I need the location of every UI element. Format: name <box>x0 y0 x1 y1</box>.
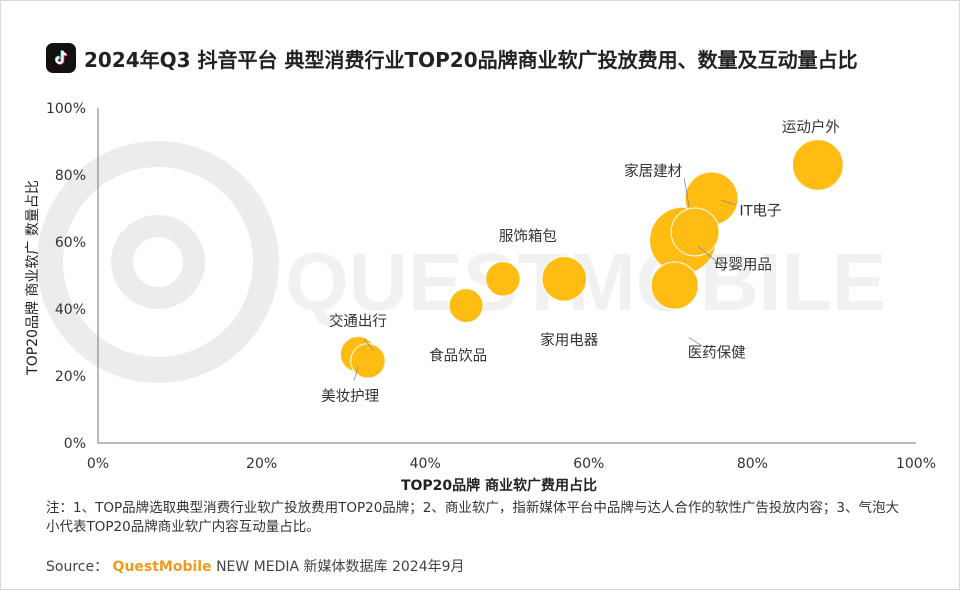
source-line: Source： QuestMobile NEW MEDIA 新媒体数据库 202… <box>46 556 465 576</box>
label-leader-line <box>688 337 702 346</box>
label-leader-line <box>353 366 359 381</box>
bubbles <box>339 139 844 379</box>
bubble-label: 母婴用品 <box>714 256 772 273</box>
y-tick-label: 40% <box>55 302 86 318</box>
bubble-label: 医药保健 <box>688 345 746 362</box>
bubble-label: 家居建材 <box>624 163 682 180</box>
bubble-label: IT电子 <box>739 202 781 219</box>
bubble <box>650 261 699 310</box>
x-axis-label: TOP20品牌 商业软广费用占比 <box>401 477 597 494</box>
x-tick-label: 80% <box>737 456 768 472</box>
x-tick-label: 0% <box>87 456 109 472</box>
label-leader-line <box>697 246 719 263</box>
bubble-label: 美妆护理 <box>321 388 379 405</box>
bubble <box>541 256 588 302</box>
source-detail: NEW MEDIA 新媒体数据库 2024年9月 <box>216 559 465 575</box>
label-leader-line <box>721 200 736 205</box>
bubble <box>670 207 720 257</box>
label-leader-line <box>683 177 690 208</box>
y-tick-label: 60% <box>55 235 86 251</box>
bubble <box>485 261 521 297</box>
bubble-label: 家用电器 <box>540 332 598 349</box>
source-prefix: Source： <box>46 559 109 575</box>
y-tick-label: 80% <box>55 168 86 184</box>
bubble-label: 运动户外 <box>782 119 840 136</box>
y-tick-label: 20% <box>55 369 86 385</box>
y-tick-label: 100% <box>46 101 86 117</box>
bubble-label: 服饰箱包 <box>499 228 557 245</box>
page-title: 2024年Q3 抖音平台 典型消费行业TOP20品牌商业软广投放费用、数量及互动… <box>84 47 858 72</box>
x-tick-label: 100% <box>896 456 936 472</box>
label-leader-line <box>363 338 375 352</box>
y-axis-label: TOP20品牌 商业软广 数量占比 <box>24 180 41 376</box>
y-tick-label: 0% <box>64 436 86 452</box>
tiktok-logo-icon <box>46 43 76 73</box>
bubble-label: 食品饮品 <box>429 348 487 365</box>
bubble <box>791 139 844 191</box>
chart-notes: 注：1、TOP品牌选取典型消费行业软广投放费用TOP20品牌；2、商业软广，指新… <box>46 500 899 535</box>
questmobile-watermark-icon <box>37 141 279 383</box>
bubble <box>448 288 484 324</box>
bubble-label: 交通出行 <box>329 312 387 330</box>
header: 2024年Q3 抖音平台 典型消费行业TOP20品牌商业软广投放费用、数量及互动… <box>46 42 858 74</box>
source-brand: QuestMobile <box>112 559 212 575</box>
x-tick-label: 20% <box>246 456 277 472</box>
x-tick-label: 60% <box>573 456 604 472</box>
x-tick-label: 40% <box>410 456 441 472</box>
axes: 0% 20% 40% 60% 80% 100% 0% 20% 40% 60% 80% 100% TOP2… <box>24 101 936 494</box>
